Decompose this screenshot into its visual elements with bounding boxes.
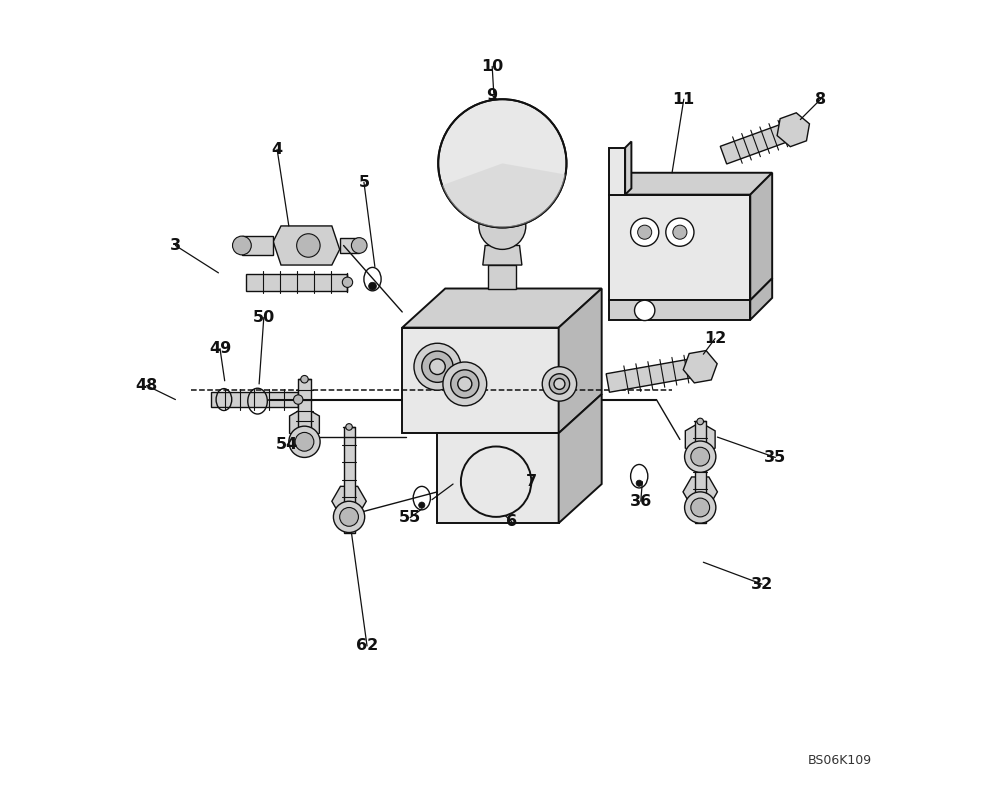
Polygon shape xyxy=(559,288,602,433)
Text: BS06K109: BS06K109 xyxy=(807,754,872,767)
Circle shape xyxy=(289,426,320,458)
Polygon shape xyxy=(332,486,366,516)
Text: 36: 36 xyxy=(630,494,652,509)
Circle shape xyxy=(673,225,687,240)
Polygon shape xyxy=(609,148,625,195)
Polygon shape xyxy=(340,238,359,253)
Wedge shape xyxy=(442,163,566,228)
Text: 3: 3 xyxy=(170,238,181,253)
Circle shape xyxy=(636,480,642,486)
Text: 62: 62 xyxy=(356,638,378,654)
Polygon shape xyxy=(685,422,715,457)
Polygon shape xyxy=(609,300,750,320)
Polygon shape xyxy=(750,173,772,300)
Circle shape xyxy=(451,370,479,398)
Polygon shape xyxy=(625,142,631,195)
Polygon shape xyxy=(242,236,273,255)
Polygon shape xyxy=(683,350,717,383)
Circle shape xyxy=(666,218,694,246)
Text: 32: 32 xyxy=(751,576,773,591)
Circle shape xyxy=(294,395,303,404)
Circle shape xyxy=(691,498,710,517)
Polygon shape xyxy=(402,288,602,328)
Circle shape xyxy=(458,377,472,391)
Text: 49: 49 xyxy=(209,341,231,357)
Circle shape xyxy=(351,238,367,253)
Polygon shape xyxy=(750,279,772,320)
Circle shape xyxy=(419,502,425,509)
Text: 10: 10 xyxy=(481,59,503,74)
Polygon shape xyxy=(695,421,706,523)
Polygon shape xyxy=(483,245,522,265)
Polygon shape xyxy=(211,392,298,408)
Text: 5: 5 xyxy=(358,174,369,189)
Text: 12: 12 xyxy=(704,331,726,346)
Polygon shape xyxy=(298,379,311,442)
Circle shape xyxy=(631,218,659,246)
Polygon shape xyxy=(246,274,347,291)
Circle shape xyxy=(438,100,566,228)
Circle shape xyxy=(414,343,461,390)
Circle shape xyxy=(461,447,531,517)
Circle shape xyxy=(233,236,251,255)
Polygon shape xyxy=(344,427,355,533)
Text: 7: 7 xyxy=(526,474,537,490)
Polygon shape xyxy=(290,408,319,442)
Circle shape xyxy=(301,376,308,383)
Circle shape xyxy=(346,423,352,430)
Circle shape xyxy=(369,283,376,290)
Circle shape xyxy=(697,418,704,425)
Text: 35: 35 xyxy=(764,450,786,465)
Circle shape xyxy=(297,234,320,257)
Polygon shape xyxy=(683,477,717,507)
Polygon shape xyxy=(609,195,750,300)
Circle shape xyxy=(691,447,710,466)
Polygon shape xyxy=(777,113,809,146)
Polygon shape xyxy=(488,265,516,288)
Circle shape xyxy=(295,432,314,451)
Polygon shape xyxy=(720,121,797,164)
Polygon shape xyxy=(437,433,559,523)
Circle shape xyxy=(479,202,526,249)
Circle shape xyxy=(542,367,577,401)
Circle shape xyxy=(685,441,716,472)
Text: 11: 11 xyxy=(673,92,695,107)
Text: 55: 55 xyxy=(399,510,421,525)
Circle shape xyxy=(554,378,565,389)
Circle shape xyxy=(422,351,453,382)
Circle shape xyxy=(549,374,570,394)
Circle shape xyxy=(340,508,358,526)
Text: 48: 48 xyxy=(135,378,158,393)
Text: 9: 9 xyxy=(487,88,498,103)
Text: 8: 8 xyxy=(815,92,826,107)
Circle shape xyxy=(443,362,487,406)
Text: 4: 4 xyxy=(272,142,283,157)
Circle shape xyxy=(685,492,716,523)
Text: 54: 54 xyxy=(276,438,298,452)
Circle shape xyxy=(333,501,365,533)
Polygon shape xyxy=(606,357,702,392)
Circle shape xyxy=(635,300,655,321)
Circle shape xyxy=(638,225,652,240)
Polygon shape xyxy=(609,173,772,195)
Polygon shape xyxy=(402,328,559,433)
Text: 50: 50 xyxy=(253,310,275,325)
Circle shape xyxy=(342,277,353,287)
Polygon shape xyxy=(273,226,340,265)
Polygon shape xyxy=(559,394,602,523)
Circle shape xyxy=(430,359,445,375)
Text: 6: 6 xyxy=(506,514,517,529)
